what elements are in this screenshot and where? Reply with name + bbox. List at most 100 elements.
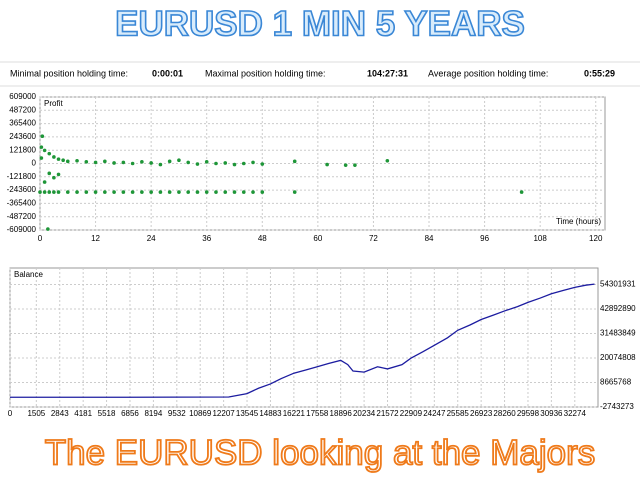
y-tick-label: 121800	[9, 145, 36, 154]
point	[103, 159, 107, 164]
point	[186, 160, 190, 165]
point	[186, 190, 190, 194]
point	[47, 151, 52, 156]
point	[121, 190, 126, 194]
point	[223, 161, 228, 165]
y-tick-label: -243600	[7, 185, 37, 194]
x-tick-label: 2843	[51, 409, 69, 418]
point	[140, 190, 144, 194]
point	[40, 134, 45, 139]
point	[93, 190, 98, 194]
stat-label: Average position holding time:	[428, 68, 548, 78]
y-tick-label: 609000	[9, 92, 36, 101]
point	[46, 227, 50, 231]
point	[39, 156, 44, 160]
point	[158, 190, 163, 194]
x-tick-label: 24247	[423, 409, 446, 418]
y-tick-label: 243600	[9, 132, 36, 141]
plot-area	[9, 267, 599, 408]
point	[325, 162, 329, 167]
point	[75, 190, 79, 194]
stat-label: Maximal position holding time:	[205, 68, 326, 78]
point	[42, 190, 47, 194]
point	[52, 155, 56, 159]
x-tick-label: 48	[258, 234, 267, 243]
point	[214, 190, 218, 194]
y-tick-label: -365400	[7, 199, 37, 208]
x-tick-label: 30936	[540, 409, 563, 418]
x-tick-label: 21572	[376, 409, 399, 418]
x-tick-label: 12207	[212, 409, 235, 418]
point	[93, 160, 98, 165]
x-tick-label: 0	[8, 409, 13, 418]
point	[260, 162, 265, 166]
x-tick-label: 20234	[353, 409, 376, 418]
x-tick-label: 8194	[144, 409, 162, 418]
y-tick-label: -609000	[7, 225, 37, 234]
x-tick-label: 84	[425, 234, 434, 243]
point	[65, 190, 70, 194]
point	[121, 160, 126, 165]
point	[47, 171, 52, 176]
point	[241, 190, 246, 194]
x-tick-label: 120	[589, 234, 603, 243]
x-tick-label: 26923	[470, 409, 493, 418]
point	[167, 190, 172, 194]
point	[251, 160, 255, 165]
x-tick-label: 9532	[168, 409, 186, 418]
point	[130, 161, 135, 166]
point	[292, 159, 297, 164]
y-tick-label: 8665768	[600, 378, 632, 387]
x-tick-label: 12	[91, 234, 100, 243]
y-tick-label: 20074808	[600, 353, 636, 362]
point	[84, 190, 89, 194]
stat-label: Minimal position holding time:	[10, 68, 128, 78]
point	[177, 190, 181, 194]
y-tick-label: 42892890	[600, 304, 636, 313]
x-tick-label: 96	[480, 234, 489, 243]
x-tick-label: 10869	[189, 409, 212, 418]
y-tick-label: -2743273	[600, 402, 634, 411]
point	[65, 159, 70, 164]
x-tick-label: 25585	[447, 409, 470, 418]
point	[56, 172, 61, 177]
x-tick-label: 6856	[121, 409, 139, 418]
point	[204, 190, 209, 194]
point	[353, 163, 357, 167]
y-tick-label: -487200	[7, 212, 37, 221]
point	[38, 190, 42, 194]
y-tick-label: 365400	[9, 119, 36, 128]
y-tick-label: -121800	[7, 172, 37, 181]
x-tick-label: 22909	[400, 409, 423, 418]
point	[39, 145, 44, 149]
x-tick-label: 17558	[306, 409, 329, 418]
x-tick-label: 28260	[493, 409, 516, 418]
stat-value: 0:00:01	[152, 68, 183, 78]
point	[195, 162, 200, 166]
point	[42, 148, 47, 153]
point	[56, 157, 61, 161]
x-tick-label: 36	[202, 234, 211, 243]
point	[223, 190, 228, 194]
point	[56, 190, 61, 194]
point	[75, 158, 79, 163]
x-tick-label: 32274	[564, 409, 587, 418]
x-tick-label: 14883	[259, 409, 282, 418]
page-title: EURUSD 1 MIN 5 YEARS	[115, 4, 525, 43]
point	[47, 190, 52, 194]
point	[84, 160, 89, 164]
chart-title: Balance	[14, 270, 43, 279]
x-axis-label: Time (hours)	[556, 217, 601, 226]
point	[195, 190, 200, 194]
x-tick-label: 24	[147, 234, 156, 243]
point	[149, 161, 153, 165]
stat-value: 104:27:31	[367, 68, 408, 78]
point	[241, 161, 246, 166]
point	[232, 162, 237, 167]
point	[232, 190, 237, 194]
point	[204, 160, 209, 164]
point	[158, 162, 163, 167]
x-tick-label: 29598	[517, 409, 540, 418]
